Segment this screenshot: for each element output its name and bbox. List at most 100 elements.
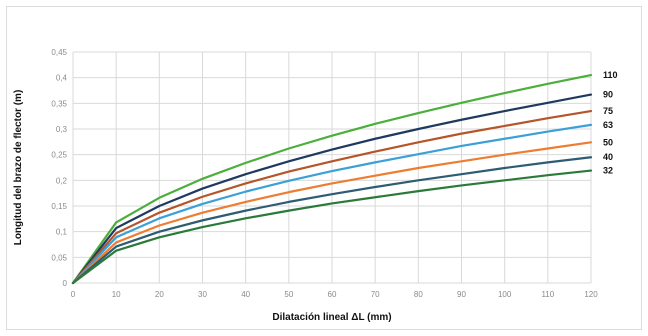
x-tick-label: 20	[155, 290, 164, 299]
data-point	[590, 156, 592, 159]
data-point	[201, 187, 204, 190]
data-point	[374, 123, 376, 125]
data-point	[417, 141, 420, 144]
x-tick-label: 90	[457, 290, 466, 299]
series-label-90: 90	[603, 90, 613, 100]
data-point	[244, 209, 247, 212]
data-point	[503, 179, 506, 182]
data-point	[417, 153, 420, 155]
x-axis-label: Dilatación lineal ΔL (mm)	[272, 312, 391, 323]
x-tick-label: 30	[198, 290, 207, 299]
data-point	[201, 211, 204, 214]
line-chart: 0 0,05 0,1 0,15 0,2 0,25 0,3 0,35 0,4 0,45 0 10 20 30…	[13, 48, 618, 323]
data-point	[374, 161, 376, 164]
chart-frame: 0 0,05 0,1 0,15 0,2 0,25 0,3 0,35 0,4 0,45 0 10 20 30…	[6, 6, 642, 330]
data-point	[288, 160, 290, 163]
series-label-75: 75	[603, 106, 613, 116]
y-tick-label: 0,4	[56, 74, 68, 83]
data-point	[288, 180, 290, 182]
series-labels: 110 90 75 63 50 40 32	[603, 70, 618, 175]
data-point	[244, 217, 247, 220]
data-point	[158, 205, 161, 207]
x-tick-label: 10	[112, 290, 121, 299]
data-point	[503, 92, 506, 94]
data-point	[331, 160, 333, 163]
data-point	[374, 186, 376, 188]
tick-labels: 0 0,05 0,1 0,15 0,2 0,25 0,3 0,35 0,4 0,45 0 10 20 30…	[51, 48, 598, 299]
data-point	[331, 193, 333, 195]
data-point	[460, 184, 463, 187]
data-point	[590, 169, 592, 172]
data-point	[115, 221, 117, 224]
grid	[72, 51, 592, 284]
data-point	[201, 177, 204, 180]
data-point	[547, 117, 549, 120]
data-point	[331, 134, 333, 137]
data-point	[201, 226, 204, 228]
data-point	[547, 83, 549, 85]
data-point	[460, 173, 463, 175]
data-point	[244, 190, 247, 193]
y-tick-label: 0,35	[51, 99, 67, 108]
data-point	[547, 102, 549, 104]
data-point	[547, 130, 549, 133]
data-point	[547, 161, 549, 164]
series-lines	[71, 73, 593, 285]
data-point	[244, 162, 247, 164]
data-point	[503, 167, 506, 169]
y-tick-label: 0,05	[51, 253, 67, 262]
data-point	[331, 148, 333, 151]
data-point	[244, 173, 247, 175]
data-point	[417, 179, 420, 182]
y-tick-label: 0	[63, 279, 68, 288]
x-tick-label: 70	[371, 290, 380, 299]
data-point	[158, 217, 161, 220]
data-point	[503, 125, 506, 127]
data-point	[158, 196, 161, 199]
data-point	[417, 167, 420, 169]
data-point	[590, 110, 592, 112]
data-point	[331, 170, 333, 172]
y-tick-label: 0,45	[51, 48, 67, 57]
y-tick-label: 0,25	[51, 151, 67, 160]
y-tick-label: 0,15	[51, 202, 67, 211]
data-point	[503, 110, 506, 112]
data-point	[547, 147, 549, 150]
series-label-63: 63	[603, 120, 613, 130]
data-point	[158, 224, 161, 227]
data-point	[460, 118, 463, 121]
data-point	[158, 236, 161, 239]
data-point	[244, 182, 247, 185]
data-point	[244, 201, 247, 203]
x-tick-label: 80	[414, 290, 423, 299]
x-tick-label: 100	[498, 290, 512, 299]
data-point	[460, 145, 463, 147]
series-label-40: 40	[603, 152, 613, 162]
data-point	[374, 150, 376, 153]
data-point	[590, 141, 592, 144]
data-point	[115, 241, 117, 244]
y-tick-label: 0,3	[56, 125, 68, 134]
data-point	[590, 93, 592, 96]
data-point	[288, 147, 290, 150]
data-point	[115, 249, 117, 252]
data-point	[201, 203, 204, 205]
data-point	[503, 137, 506, 140]
x-tick-label: 0	[71, 290, 76, 299]
data-point	[288, 170, 290, 173]
data-point	[547, 174, 549, 176]
data-point	[460, 132, 463, 135]
data-point	[288, 209, 290, 212]
series-label-50: 50	[603, 137, 613, 147]
data-point	[72, 282, 74, 284]
data-point	[331, 202, 333, 205]
x-tick-label: 40	[241, 290, 250, 299]
data-point	[417, 128, 420, 130]
data-point	[115, 232, 117, 235]
data-point	[417, 190, 420, 192]
data-point	[417, 112, 420, 114]
data-point	[331, 182, 333, 185]
data-point	[590, 74, 592, 76]
data-point	[374, 196, 376, 199]
x-tick-label: 60	[328, 290, 337, 299]
